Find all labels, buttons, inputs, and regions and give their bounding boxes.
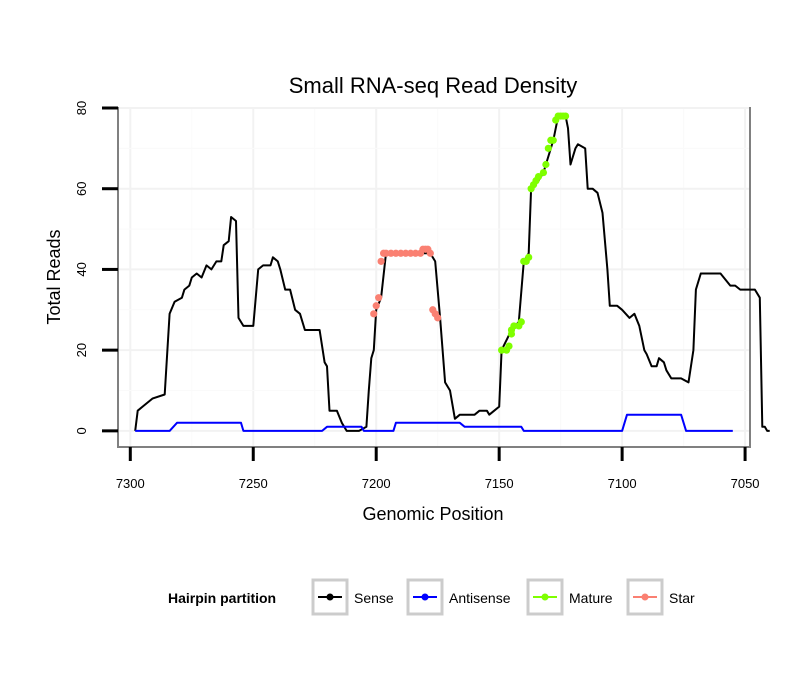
data-point-star bbox=[397, 249, 405, 257]
data-point-star bbox=[411, 249, 420, 257]
data-point-star bbox=[382, 249, 390, 257]
x-tick-label: 7050 bbox=[731, 476, 760, 491]
data-point-mature bbox=[542, 160, 550, 169]
axes: 7300 7250 7200 7150 7100 7050 0 20 40 60 80 bbox=[74, 101, 760, 491]
data-point-star bbox=[375, 294, 383, 302]
y-tick-label: 0 bbox=[74, 427, 89, 434]
legend-dot-mature bbox=[541, 593, 549, 601]
x-tick-label: 7150 bbox=[485, 476, 514, 491]
legend-label-star: Star bbox=[669, 590, 695, 606]
legend-label-sense: Sense bbox=[354, 590, 394, 606]
data-point-star bbox=[387, 249, 395, 257]
y-tick-label: 40 bbox=[74, 262, 89, 276]
legend-label-mature: Mature bbox=[569, 590, 613, 606]
x-axis-title: Genomic Position bbox=[362, 504, 503, 524]
plot-panel bbox=[117, 107, 751, 448]
x-tick-label: 7300 bbox=[116, 476, 145, 491]
data-point-star bbox=[377, 257, 385, 265]
chart-title: Small RNA-seq Read Density bbox=[289, 73, 578, 98]
y-tick-label: 80 bbox=[74, 101, 89, 115]
data-point-mature bbox=[510, 322, 518, 330]
data-point-star bbox=[402, 249, 410, 257]
data-point-star bbox=[407, 249, 415, 257]
data-point-mature bbox=[549, 136, 557, 144]
legend-dot-antisense bbox=[421, 593, 429, 601]
legend-title: Hairpin partition bbox=[168, 590, 276, 606]
data-point-star bbox=[434, 314, 442, 322]
data-point-star bbox=[372, 302, 380, 310]
data-point-mature bbox=[525, 253, 533, 261]
data-point-mature bbox=[517, 318, 525, 326]
x-tick-label: 7200 bbox=[362, 476, 391, 491]
legend-label-antisense: Antisense bbox=[449, 590, 511, 606]
x-tick-label: 7100 bbox=[608, 476, 637, 491]
series-layer bbox=[134, 112, 770, 432]
y-tick-label: 20 bbox=[74, 343, 89, 357]
data-point-star bbox=[370, 310, 378, 318]
legend-dot-star bbox=[641, 593, 649, 601]
data-point-mature bbox=[561, 112, 570, 120]
y-axis-title: Total Reads bbox=[44, 229, 64, 324]
data-point-star bbox=[426, 249, 434, 257]
data-point-mature bbox=[544, 144, 552, 152]
legend: Hairpin partition Sense Antisense Mature St… bbox=[168, 578, 695, 616]
data-point-mature bbox=[534, 173, 543, 181]
data-point-mature bbox=[539, 168, 548, 177]
x-tick-label: 7250 bbox=[239, 476, 268, 491]
series-line-sense bbox=[134, 115, 770, 432]
data-point-star bbox=[392, 249, 400, 257]
data-point-mature bbox=[498, 346, 506, 354]
data-point-mature bbox=[505, 342, 513, 350]
y-tick-label: 60 bbox=[74, 181, 89, 195]
legend-dot-sense bbox=[326, 593, 334, 601]
series-line-antisense bbox=[135, 413, 733, 432]
